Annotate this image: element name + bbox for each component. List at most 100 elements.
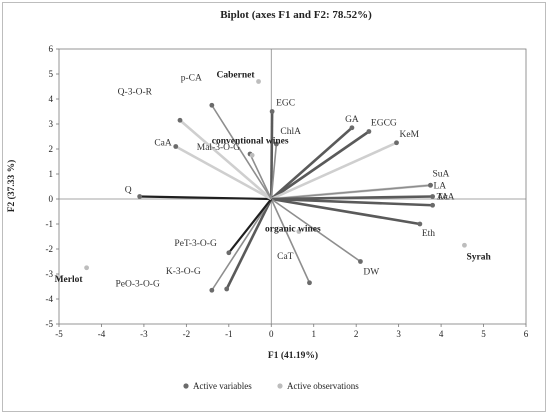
y-tick-label: 2: [49, 144, 54, 154]
variable-label: SuA: [432, 169, 449, 179]
variable-label: EGCG: [371, 119, 397, 129]
variable-point: [209, 287, 215, 293]
variable-label: KeM: [400, 130, 420, 140]
variable-vectors: [137, 102, 435, 293]
variable-label: ChlA: [280, 127, 301, 137]
x-tick-label: 5: [481, 329, 486, 339]
vector-pet-3-o-g: [227, 198, 273, 254]
variable-label: EGC: [276, 99, 295, 109]
variable-label: Q: [125, 186, 132, 196]
x-tick-label: 1: [311, 329, 316, 339]
observation-label: Cabernet: [217, 71, 256, 81]
x-tick-label: -4: [98, 329, 106, 339]
y-tick-label: 3: [49, 119, 54, 129]
vector-aca: [271, 195, 433, 201]
variable-label: LA: [433, 181, 446, 191]
variable-point: [177, 117, 183, 123]
variable-point: [430, 202, 435, 208]
y-tick-label: -4: [46, 294, 54, 304]
observation-label: Merlot: [55, 275, 84, 285]
variable-label: Q-3-O-R: [118, 87, 153, 97]
legend-label-active-variables: Active variables: [193, 381, 252, 391]
variable-label: AcA: [437, 193, 455, 203]
vector-cat: [270, 198, 311, 284]
x-axis-label: F1 (41.19%): [268, 350, 318, 361]
y-tick-label: -2: [46, 244, 54, 254]
plot-border: [58, 48, 527, 325]
y-tick-label: -5: [46, 319, 54, 329]
legend-marker-active-observations: [277, 383, 283, 389]
x-tick-label: -1: [225, 329, 233, 339]
vector-dw: [270, 198, 361, 263]
vector-la: [271, 184, 431, 200]
y-tick-label: 0: [49, 194, 54, 204]
vector-egc: [269, 111, 274, 200]
variable-label: CaA: [154, 139, 172, 149]
variable-point: [224, 286, 230, 292]
variable-label: PeT-3-O-G: [174, 239, 217, 249]
variable-point: [209, 102, 215, 108]
x-tick-label: -2: [183, 329, 191, 339]
axes: -5 -4 -3 -2 -1 0 1 2 3 4 5 6 -5 -4 -3 -2 -1 0 1 2 3 4 5 6: [46, 44, 529, 339]
vector-mal-3-o-g: [249, 153, 272, 200]
vector-ta: [271, 197, 433, 207]
vector-kem: [270, 141, 398, 201]
variable-label: PeO-3-O-G: [116, 279, 160, 289]
observation-points: [84, 79, 467, 271]
variable-point: [137, 194, 143, 199]
chart-frame: [2, 2, 546, 412]
observation-point: [249, 152, 255, 158]
legend: Active variables Active observations: [183, 381, 359, 391]
variable-point: [417, 221, 423, 227]
variable-point: [394, 140, 399, 146]
vector-caa: [175, 145, 272, 201]
vector-p-ca: [211, 104, 272, 200]
x-tick-label: 4: [439, 329, 444, 339]
variable-point: [428, 182, 433, 188]
variable-point: [173, 144, 179, 149]
variable-point: [226, 250, 232, 256]
vector-egcg: [270, 130, 370, 201]
variable-point: [307, 280, 312, 286]
variable-point: [269, 109, 275, 114]
y-tick-label: 4: [49, 94, 54, 104]
variable-label: GA: [345, 115, 359, 125]
x-tick-label: 2: [354, 329, 359, 339]
chart-title: Biplot (axes F1 and F2: 78.52%): [220, 9, 372, 21]
y-tick-label: -3: [46, 269, 54, 279]
variable-point: [349, 125, 355, 131]
vector-q-3-o-r: [179, 119, 273, 200]
y-axis-label: F2 (37.33 %): [6, 160, 17, 213]
y-tick-label: -1: [46, 219, 54, 229]
variable-label: TA: [437, 192, 449, 202]
vector-eth: [271, 197, 421, 226]
x-tick-label: 3: [396, 329, 401, 339]
vector-ga: [270, 126, 353, 200]
variable-point: [273, 141, 279, 147]
vector-peo-3-o-g: [211, 198, 272, 291]
variable-label: CaT: [277, 252, 294, 262]
vector-k-3-o-g: [225, 198, 273, 290]
variable-label: p-CA: [181, 73, 202, 83]
observation-point: [462, 242, 467, 248]
observation-label: conventional wines: [212, 136, 289, 146]
variable-label: Eth: [422, 229, 435, 239]
variable-label: DW: [363, 268, 379, 278]
y-tick-label: 6: [49, 44, 54, 54]
variable-point: [358, 259, 363, 264]
variable-label: Mal-3-O-G: [197, 143, 240, 153]
variable-point: [366, 129, 372, 134]
y-tick-label: 5: [49, 69, 54, 79]
observation-label: organic wines: [265, 225, 321, 235]
variable-label: K-3-O-G: [166, 267, 201, 277]
legend-label-active-observations: Active observations: [287, 381, 359, 391]
x-tick-label: 0: [269, 329, 274, 339]
observation-point: [84, 265, 89, 271]
observation-point: [296, 229, 302, 234]
legend-marker-active-variables: [183, 383, 189, 389]
vector-chla: [270, 143, 278, 200]
observation-point: [256, 79, 261, 84]
variable-point: [430, 194, 435, 199]
